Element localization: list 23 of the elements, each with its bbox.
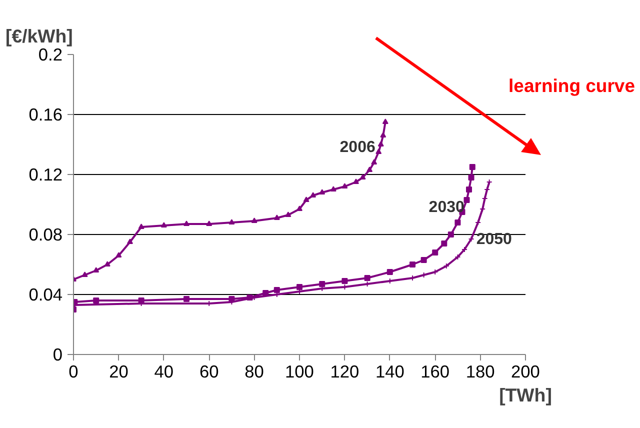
y-tick-label: 0.04	[28, 284, 63, 304]
y-axis-title: [€/kWh]	[6, 26, 73, 46]
x-tick-label: 0	[68, 362, 78, 382]
y-tick-label: 0.08	[28, 224, 63, 244]
x-tick-label: 100	[285, 362, 314, 382]
y-tick-label: 0.16	[28, 104, 63, 124]
x-tick-label: 60	[199, 362, 219, 382]
y-tick-label: 0	[52, 344, 63, 364]
annotation: learning curve	[508, 75, 635, 96]
x-tick-label: 180	[466, 362, 495, 382]
y-tick-label: 0.2	[38, 44, 63, 64]
y-tick-label: 0.12	[28, 164, 63, 184]
x-tick-label: 160	[420, 362, 450, 382]
x-tick-label: 40	[154, 362, 174, 382]
x-tick-label: 120	[330, 362, 360, 382]
series-label: 2030	[428, 199, 464, 216]
x-tick-label: 140	[375, 362, 404, 382]
series-label: 2050	[476, 231, 512, 248]
x-tick-label: 20	[109, 362, 128, 382]
series-label: 2006	[340, 139, 376, 156]
x-tick-label: 80	[244, 362, 264, 382]
x-tick-label: 200	[511, 362, 540, 382]
x-axis-title: [TWh]	[499, 384, 552, 406]
